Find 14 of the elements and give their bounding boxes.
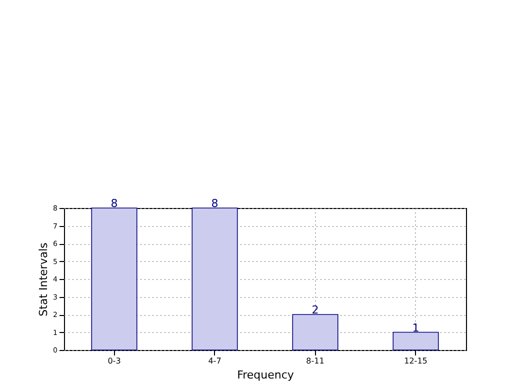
data-label: 2	[312, 304, 319, 316]
data-label: 1	[412, 321, 420, 334]
x-tick-label: 0-3	[108, 356, 121, 366]
data-label: 8	[211, 197, 218, 210]
x-axis-title: Frequency	[237, 368, 294, 382]
bar	[392, 332, 439, 350]
y-axis-title: Stat Intervals	[37, 242, 50, 316]
x-tick-label: 8-11	[306, 356, 324, 366]
bar	[91, 208, 138, 350]
data-label: 8	[110, 197, 118, 210]
bar	[192, 208, 238, 350]
bar	[292, 314, 338, 350]
x-tick-label: 12-15	[404, 356, 428, 366]
x-tick-label: 4-7	[208, 356, 222, 366]
